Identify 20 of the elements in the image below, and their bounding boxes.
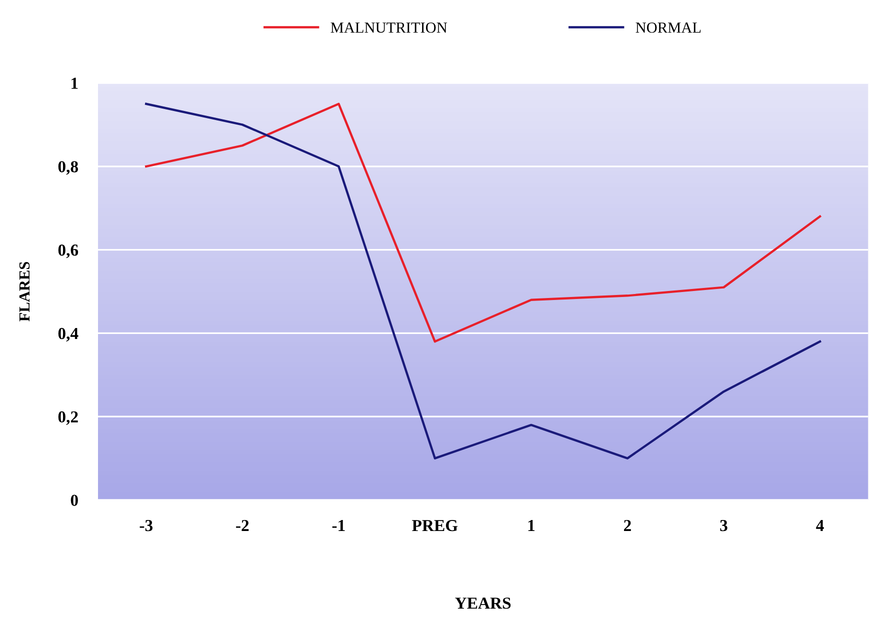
line-series — [145, 102, 822, 343]
x-tick-label: 2 — [624, 520, 631, 532]
y-tick-label: 0,4 — [58, 328, 78, 342]
y-tick-label: 0,6 — [58, 244, 78, 258]
x-tick-label: -1 — [332, 520, 345, 532]
line-series — [145, 102, 822, 460]
x-tick-label: PREG — [412, 520, 458, 532]
y-axis-title: FLARES — [19, 262, 30, 322]
x-axis-title: YEARS — [455, 598, 511, 609]
legend-label: NORMAL — [636, 22, 701, 33]
x-tick-label: 4 — [816, 520, 824, 532]
x-tick-label: -3 — [140, 520, 153, 532]
x-tick-label: 3 — [720, 520, 728, 532]
legend-label: MALNUTRITION — [330, 22, 448, 33]
y-tick-label: 0 — [70, 494, 78, 506]
y-tick-label: 0,8 — [58, 161, 78, 175]
x-tick-label: 1 — [528, 520, 535, 532]
x-tick-label: -2 — [236, 520, 249, 532]
y-tick-label: 0,2 — [58, 411, 78, 425]
y-tick-label: 1 — [72, 78, 78, 89]
